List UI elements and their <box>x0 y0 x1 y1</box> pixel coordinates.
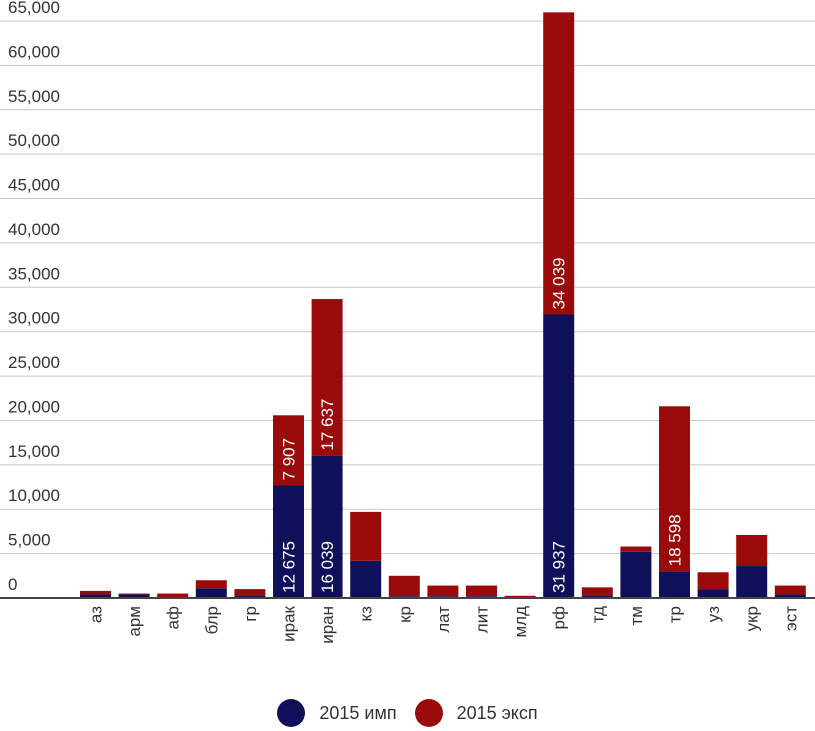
x-category-label: уз <box>704 606 723 623</box>
bar-import <box>311 455 343 598</box>
x-category-label: гр <box>241 606 260 622</box>
legend-item-export: 2015 эксп <box>414 699 538 727</box>
bar-export <box>388 575 420 597</box>
data-label: 34 039 <box>550 257 569 309</box>
bar-import <box>697 589 729 598</box>
x-category-label: тм <box>627 606 646 625</box>
bar-import <box>736 566 768 598</box>
bar-import <box>620 551 652 598</box>
legend-label-import: 2015 имп <box>319 702 397 723</box>
data-label: 31 937 <box>550 541 569 593</box>
y-tick-label: 30,000 <box>8 309 60 328</box>
y-tick-label: 20,000 <box>8 397 60 416</box>
bar-export <box>311 299 343 456</box>
x-category-label: кз <box>357 606 376 622</box>
bar-export <box>697 572 729 590</box>
x-category-label: блр <box>202 606 221 634</box>
bar-import <box>273 485 304 598</box>
bar-import <box>659 571 690 598</box>
bar-import <box>118 594 150 598</box>
bar-export <box>273 415 304 486</box>
y-tick-label: 35,000 <box>8 264 60 283</box>
bar-import <box>80 594 111 598</box>
x-category-label: ирак <box>280 605 299 641</box>
y-tick-label: 60,000 <box>8 42 60 61</box>
bar-export <box>350 511 382 561</box>
legend-swatch-import <box>277 699 306 727</box>
legend-item-import: 2015 имп <box>277 699 397 727</box>
y-tick-label: 50,000 <box>8 131 60 150</box>
bar-import <box>234 595 266 598</box>
bar-export <box>620 546 652 552</box>
y-tick-label: 55,000 <box>8 87 60 106</box>
bar-export <box>466 585 497 597</box>
bar-import <box>195 588 227 598</box>
bar-export <box>157 593 189 598</box>
y-tick-label: 25,000 <box>8 353 60 372</box>
bar-import <box>350 560 382 598</box>
bars: 12 675 7 907 16 039 17 637 31 937 34 039 18 59… <box>80 12 806 598</box>
bar-export <box>80 590 111 595</box>
bar-export <box>543 12 575 315</box>
x-category-label: тр <box>666 606 685 623</box>
data-label: 18 598 <box>666 514 685 566</box>
x-category-label: рф <box>550 606 569 629</box>
bar-export <box>736 534 768 567</box>
bar-export <box>581 587 613 596</box>
data-label: 17 637 <box>318 399 337 451</box>
x-category-label: лит <box>473 606 492 633</box>
x-category-label: укр <box>743 606 762 631</box>
y-tick-label: 15,000 <box>8 442 60 461</box>
legend-label-export: 2015 эксп <box>456 702 538 723</box>
bar-export <box>504 595 536 598</box>
bar-import <box>543 314 575 598</box>
bar-export <box>118 593 150 595</box>
bar-import <box>774 594 806 598</box>
bar-export <box>659 406 690 572</box>
bar-export <box>195 580 227 589</box>
x-category-label: кр <box>395 606 414 623</box>
y-tick-label: 10,000 <box>8 486 60 505</box>
bar-export <box>774 585 806 595</box>
y-tick-label: 40,000 <box>8 220 60 239</box>
x-category-label: млд <box>511 606 530 638</box>
legend-swatch-export <box>414 699 443 727</box>
bar-export <box>427 585 459 597</box>
x-category-label: эст <box>781 606 800 631</box>
x-category-label: иран <box>318 606 337 644</box>
x-category-label: лат <box>434 606 453 633</box>
y-tick-label: 45,000 <box>8 176 60 195</box>
legend: 2015 имп 2015 эксп <box>0 698 815 728</box>
gridlines <box>0 20 815 555</box>
data-label: 16 039 <box>318 541 337 593</box>
y-tick-label: 5,000 <box>8 531 51 550</box>
x-category-label: тд <box>588 606 607 623</box>
x-category-label: арм <box>125 606 144 637</box>
data-label: 7 907 <box>280 438 299 481</box>
y-axis-ticks: 65,000 60,000 55,000 50,000 45,000 40,000 35,0… <box>8 0 60 594</box>
bar-export <box>234 589 266 596</box>
bar-import <box>581 595 613 598</box>
x-category-label: аф <box>164 606 183 629</box>
data-label: 12 675 <box>280 541 299 593</box>
y-tick-label: 65,000 <box>8 0 60 17</box>
x-axis-labels: аз арм аф блр гр ирак иран кз кр лат лит млд рф тд тм т… <box>87 605 801 643</box>
stacked-bar-chart: 65,000 60,000 55,000 50,000 45,000 40,000 35,0… <box>0 0 815 644</box>
x-category-label: аз <box>87 606 106 623</box>
y-tick-label: 0 <box>8 575 17 594</box>
